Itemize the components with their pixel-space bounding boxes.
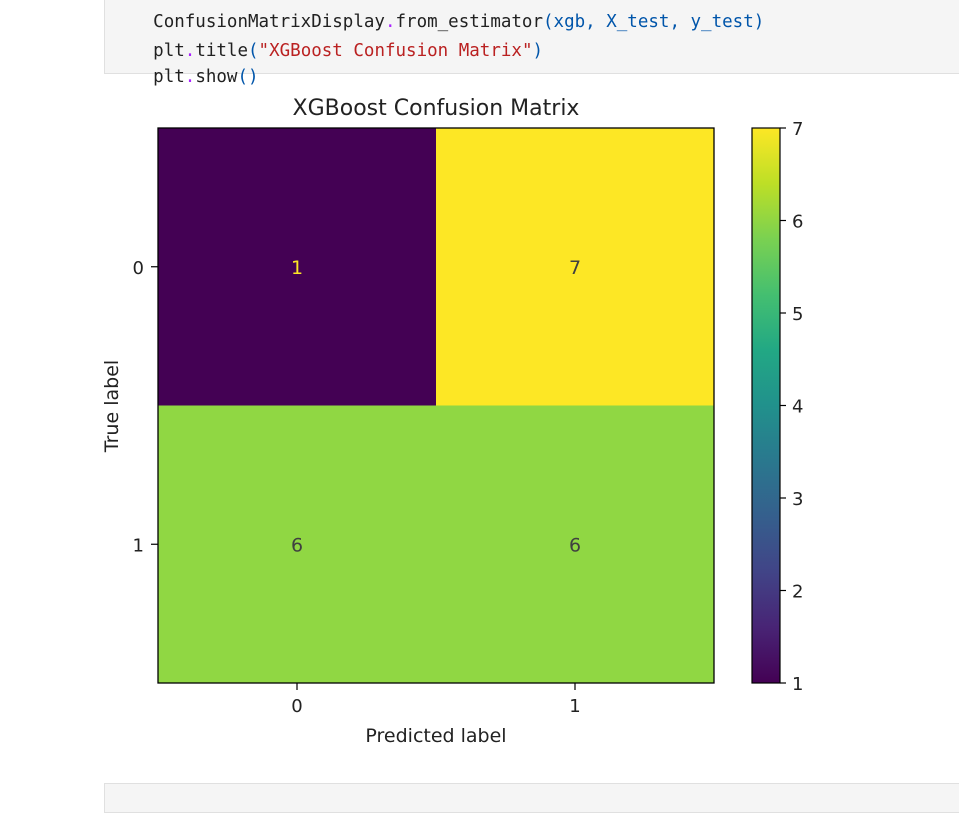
code-token: from_estimator <box>395 12 544 32</box>
code-line-3: plt.show() <box>111 44 259 110</box>
code-token: plt <box>153 41 185 61</box>
code-cell[interactable]: ConfusionMatrixDisplay.from_estimator(xg… <box>104 0 959 87</box>
code-token: ) <box>532 41 544 61</box>
matrix-cell <box>158 405 436 683</box>
code-token: title <box>195 41 248 61</box>
code-token: plt <box>153 67 185 87</box>
colorbar-tick-label: 3 <box>792 489 803 510</box>
next-code-cell[interactable] <box>104 783 959 813</box>
code-token: . <box>184 67 196 87</box>
cell-value-label: 6 <box>291 534 303 556</box>
code-token: ) <box>248 67 259 87</box>
confusion-matrix-chart: XGBoost Confusion Matrix 1 7 6 6 0 1 0 1 Predi… <box>101 96 803 747</box>
code-token: ConfusionMatrixDisplay <box>153 12 385 32</box>
cell-value-label: 7 <box>569 257 581 279</box>
x-tick-label: 1 <box>569 696 580 717</box>
y-tick-label: 1 <box>133 535 144 556</box>
code-line-2: plt.title("XGBoost Confusion Matrix") <box>111 18 543 84</box>
code-token: . <box>384 12 396 32</box>
plot-frame <box>157 127 715 684</box>
matrix-cell <box>158 128 436 406</box>
code-token: ( <box>248 41 259 61</box>
colorbar-tick-label: 1 <box>792 674 803 695</box>
code-token: show <box>195 67 238 87</box>
colorbar-tick-label: 4 <box>792 397 803 418</box>
matrix-cell <box>436 405 714 683</box>
code-line-1: ConfusionMatrixDisplay.from_estimator(xg… <box>111 0 764 55</box>
chart-title: XGBoost Confusion Matrix <box>293 96 580 121</box>
x-tick-label: 0 <box>291 696 302 717</box>
code-token: "XGBoost Confusion Matrix" <box>258 41 533 61</box>
cell-value-label: 6 <box>569 534 581 556</box>
colorbar <box>751 127 781 684</box>
code-token: (xgb, X_test, y_test) <box>543 12 765 32</box>
colorbar-tick-label: 6 <box>792 212 803 233</box>
colorbar-tick-label: 2 <box>792 582 803 603</box>
code-token: . <box>184 41 196 61</box>
colorbar-tick-label: 5 <box>792 304 803 325</box>
cell-value-label: 1 <box>291 257 303 279</box>
x-axis-label: Predicted label <box>365 725 506 747</box>
code-token: ( <box>237 67 249 87</box>
matrix-cell <box>436 128 714 406</box>
y-axis-label: True label <box>101 360 123 453</box>
y-tick-label: 0 <box>133 258 144 279</box>
colorbar-tick-label: 7 <box>792 119 803 140</box>
